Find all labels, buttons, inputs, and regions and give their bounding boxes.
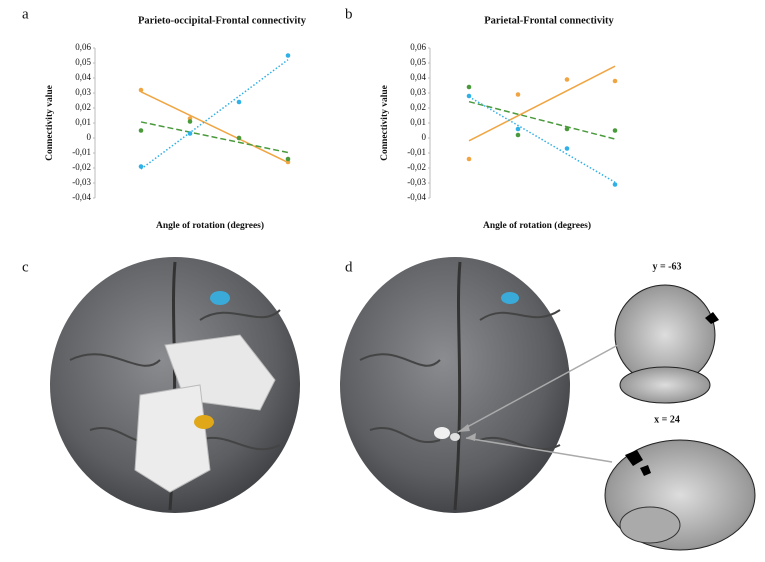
y-tick-label: 0,02	[75, 102, 91, 112]
data-point	[564, 77, 570, 82]
data-point	[138, 164, 144, 169]
y-tick-label: 0,03	[75, 87, 91, 97]
y-tick-label: -0,03	[72, 177, 91, 187]
data-point	[515, 126, 521, 132]
y-tick-label: -0,02	[407, 162, 426, 172]
y-tick-label: 0,05	[75, 57, 91, 67]
y-tick-label: -0,04	[407, 192, 426, 202]
chart-title: Parietal-Frontal connectivity	[484, 15, 614, 26]
data-point	[138, 87, 144, 93]
y-axis-label: Connectivity value	[380, 85, 390, 161]
trend-line	[468, 65, 616, 142]
y-tick-label: 0,06	[410, 42, 426, 52]
data-point	[564, 126, 570, 132]
trend-line	[140, 121, 289, 154]
y-tick-label: 0,01	[410, 117, 426, 127]
panel-label: c	[22, 259, 29, 275]
trend-line	[140, 91, 289, 164]
y-tick-label: 0,05	[410, 57, 426, 67]
y-tick-label: 0,01	[75, 117, 91, 127]
data-point	[187, 119, 193, 124]
panel-label: d	[345, 259, 353, 275]
brain-render-d	[340, 257, 570, 513]
data-point	[285, 156, 291, 162]
data-point	[466, 84, 472, 90]
chart-title: Parieto-occipital-Frontal connectivity	[138, 15, 307, 26]
y-axis-label: Connectivity value	[45, 85, 55, 161]
x-axis-label: Angle of rotation (degrees)	[483, 220, 591, 231]
y-tick-label: -0,04	[72, 192, 91, 202]
data-point	[138, 128, 144, 133]
y-tick-label: -0,01	[407, 147, 426, 157]
slice-label: x = 24	[654, 414, 680, 425]
y-tick-label: 0,03	[410, 87, 426, 97]
y-tick-label: -0,03	[407, 177, 426, 187]
data-point	[564, 146, 570, 151]
y-tick-label: 0	[87, 132, 92, 142]
y-tick-label: 0,04	[410, 72, 426, 82]
panel-label: a	[22, 6, 29, 22]
panel-label: b	[345, 6, 353, 22]
y-tick-label: -0,01	[72, 147, 91, 157]
data-point	[466, 93, 472, 99]
trend-line	[468, 96, 616, 183]
data-point	[187, 131, 193, 136]
y-tick-label: 0	[422, 132, 427, 142]
y-tick-label: -0,02	[72, 162, 91, 172]
data-point	[612, 78, 618, 84]
data-point	[515, 132, 521, 138]
data-point	[515, 92, 521, 97]
y-tick-label: 0,06	[75, 42, 91, 52]
x-axis-label: Angle of rotation (degrees)	[156, 220, 264, 231]
mri-slices	[457, 284, 756, 551]
trend-line	[140, 59, 289, 170]
brain-render-c	[50, 257, 300, 513]
data-point	[466, 156, 472, 162]
data-point	[236, 135, 242, 141]
trend-line	[468, 100, 616, 140]
y-tick-label: 0,02	[410, 102, 426, 112]
data-point	[612, 182, 618, 187]
slice-label: y = -63	[652, 261, 681, 272]
data-point	[236, 99, 242, 105]
data-point	[612, 128, 618, 133]
y-tick-label: 0,04	[75, 72, 91, 82]
data-point	[285, 53, 291, 58]
